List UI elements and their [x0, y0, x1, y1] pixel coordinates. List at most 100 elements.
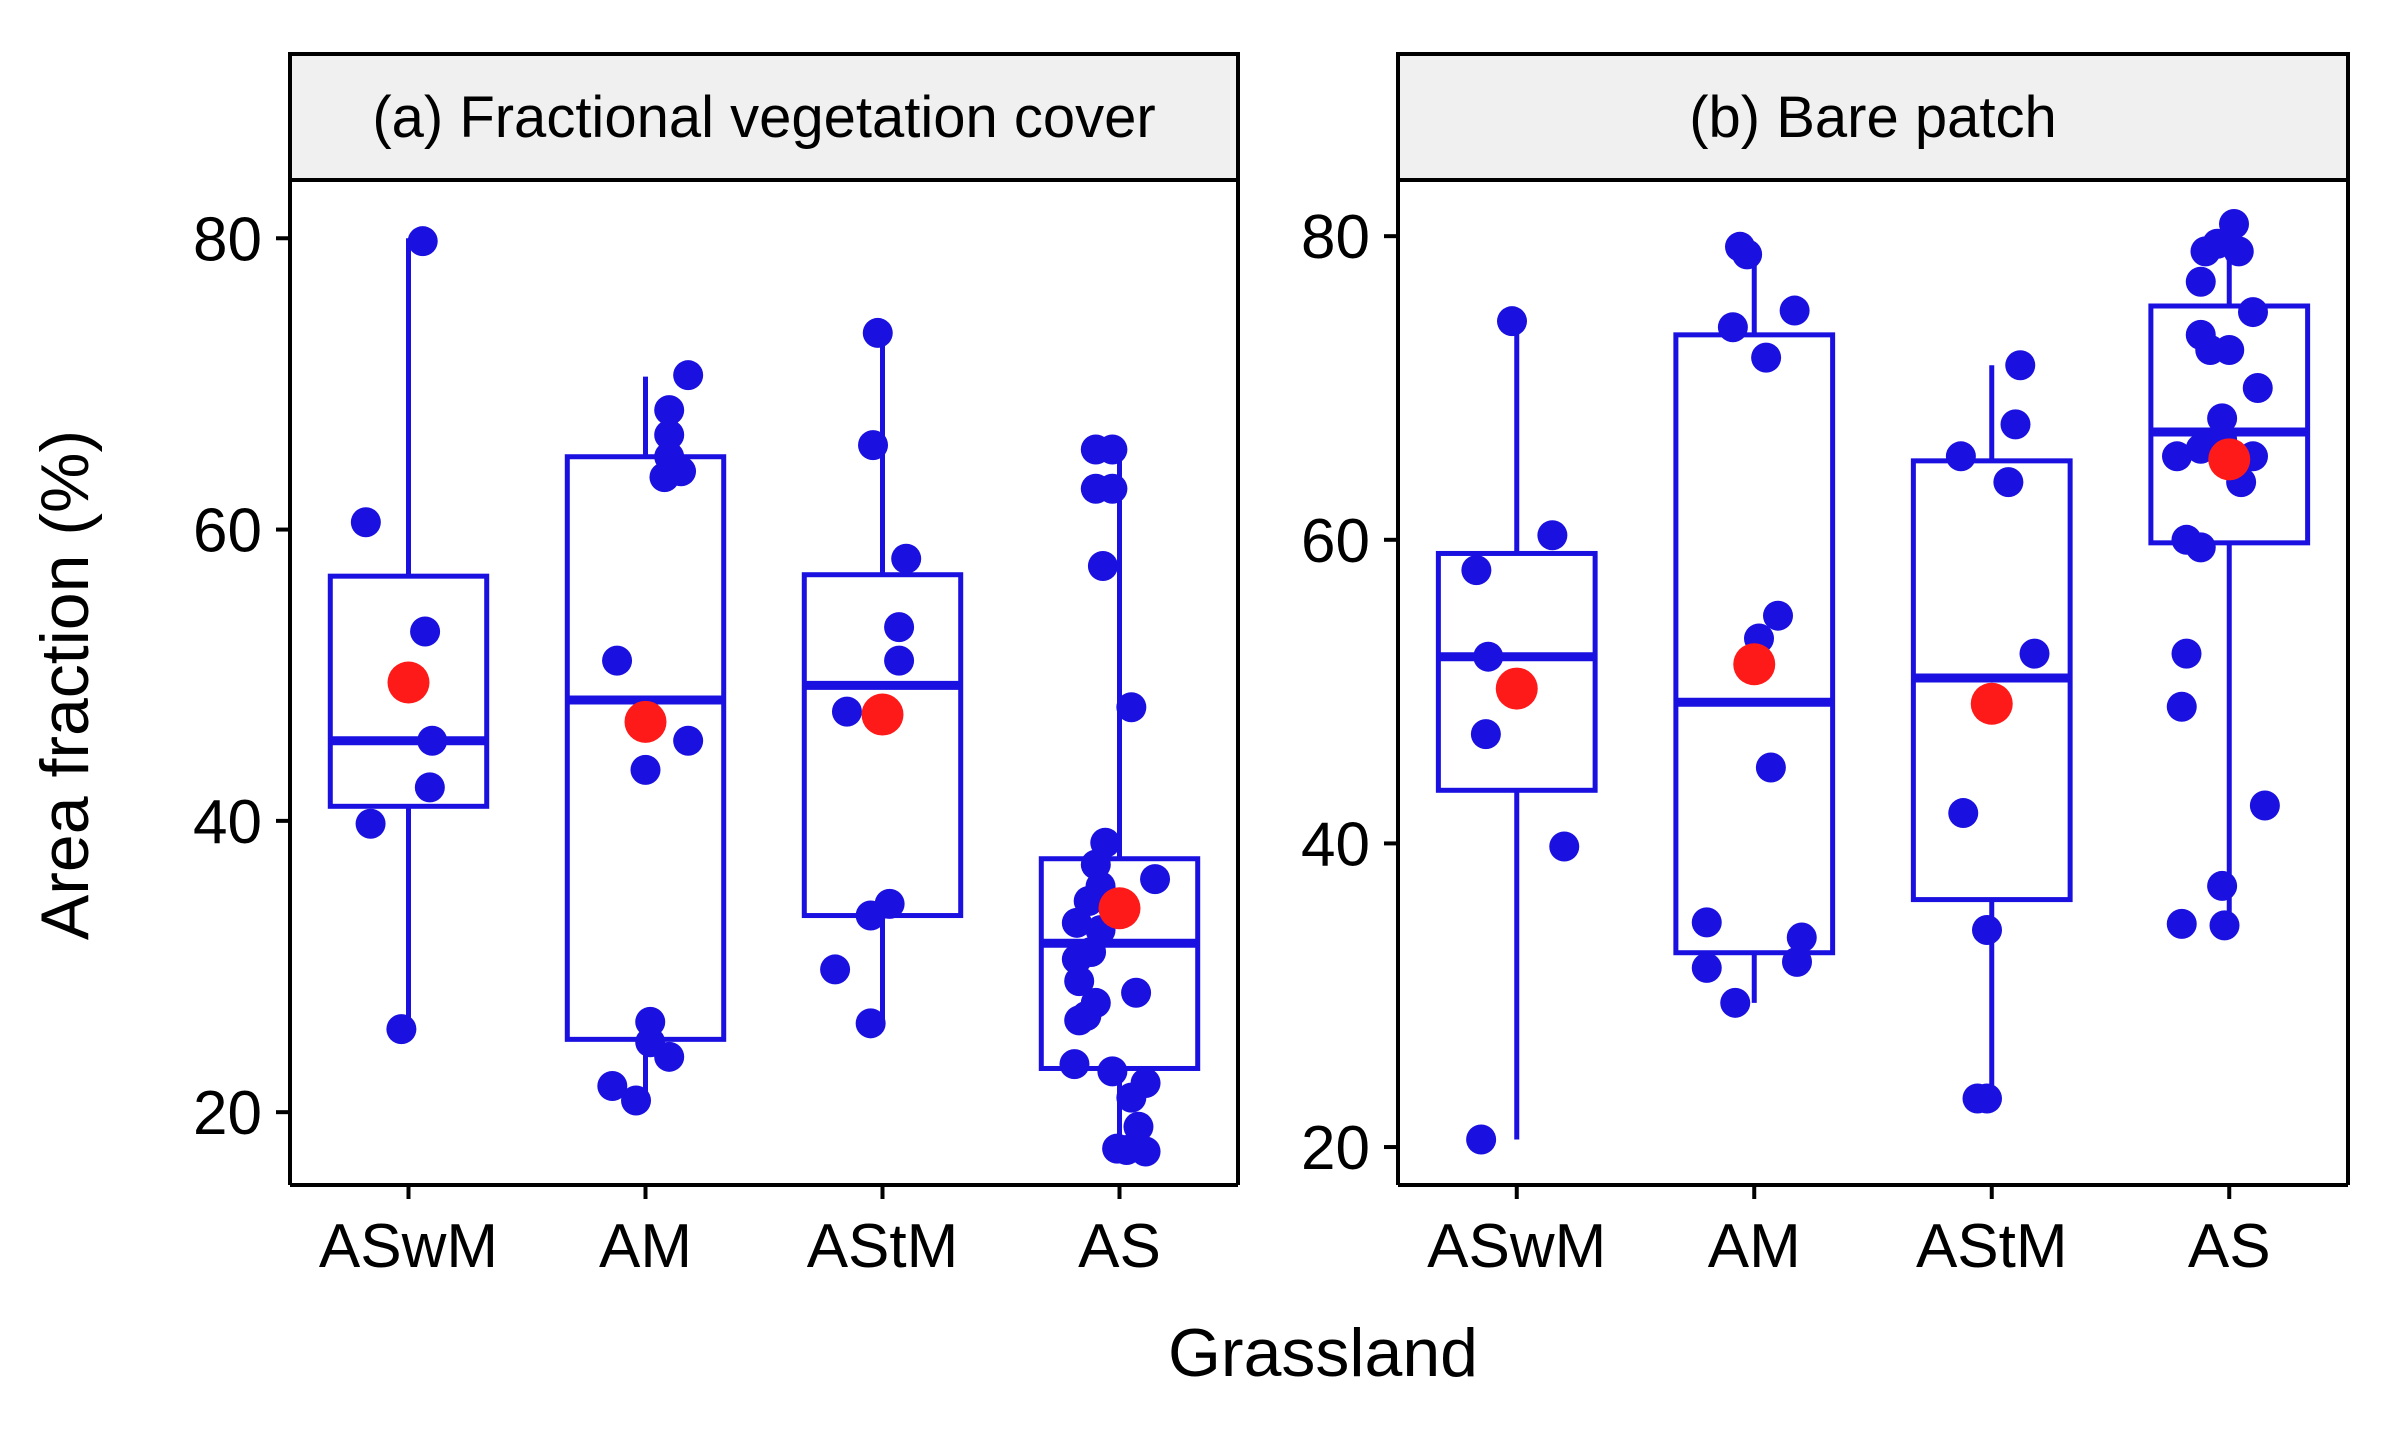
data-point [1763, 600, 1793, 631]
panel-title: (b) Bare patch [1689, 85, 2057, 150]
data-point [1059, 1049, 1090, 1080]
data-point [2214, 335, 2245, 366]
data-point [1993, 467, 2024, 498]
data-point [1786, 922, 1817, 953]
data-point [2019, 638, 2050, 669]
data-point [831, 696, 862, 727]
data-point [407, 226, 438, 257]
mean-point [1098, 887, 1141, 930]
data-point [1537, 520, 1568, 551]
data-point [2166, 691, 2197, 722]
data-point [891, 543, 922, 574]
data-point [1948, 798, 1979, 829]
box-rect [327, 573, 490, 809]
y-tick-label: 40 [193, 788, 262, 857]
data-point [1121, 977, 1152, 1008]
data-point [1549, 831, 1580, 862]
panel-strip [288, 52, 1240, 182]
data-point [858, 430, 889, 461]
data-point [1130, 1136, 1161, 1167]
data-point [1725, 231, 1755, 262]
x-tick-label-astm: AStM [807, 1212, 959, 1281]
data-point [2185, 532, 2216, 563]
data-point [862, 317, 893, 348]
box-as [1038, 434, 1201, 1167]
data-point [1972, 914, 2002, 945]
box-astm [801, 317, 964, 1039]
data-point [1751, 342, 1782, 373]
x-tick-label-as: AS [1078, 1212, 1161, 1281]
box-rect [2148, 303, 2311, 546]
data-point [1782, 946, 1812, 977]
box-aswm [1435, 306, 1598, 1155]
data-point [2000, 409, 2031, 440]
mean-point [387, 661, 430, 704]
panel-strip [1396, 52, 2350, 182]
data-point [654, 419, 685, 450]
data-point [1116, 692, 1147, 723]
y-tick-label: 40 [1301, 810, 1370, 879]
x-tick-label-aswm: ASwM [319, 1212, 498, 1281]
data-point [602, 645, 633, 676]
x-tick-label-as: AS [2188, 1212, 2271, 1281]
data-point [1466, 1124, 1497, 1155]
data-point [654, 1041, 685, 1072]
mean-point [861, 693, 904, 736]
data-point [386, 1014, 417, 1045]
data-point [2166, 908, 2197, 939]
data-point [2162, 441, 2192, 472]
data-point [1717, 312, 1748, 343]
data-point [1123, 1111, 1154, 1142]
data-point [621, 1085, 652, 1116]
data-point [1097, 473, 1128, 504]
data-point [1097, 434, 1128, 465]
x-tick-label-am: AM [599, 1212, 692, 1281]
data-point [1972, 1083, 2002, 1114]
box-aswm [327, 226, 490, 1045]
box-am [564, 360, 727, 1116]
data-point [597, 1070, 628, 1101]
data-point [2171, 638, 2202, 669]
x-tick-label-am: AM [1708, 1212, 1801, 1281]
mean-point [2208, 438, 2251, 481]
data-point [417, 725, 448, 756]
data-point [1779, 295, 1810, 326]
y-tick-label: 20 [193, 1079, 262, 1148]
data-point [1497, 306, 1527, 337]
data-point [2207, 870, 2238, 901]
panel-bare-patch: (b) Bare patch 20 40 60 80 ASwM AM AStM AS [1301, 52, 2350, 1281]
y-tick-label: 80 [1301, 203, 1370, 272]
y-tick-label: 60 [1301, 507, 1370, 576]
data-point [1140, 864, 1171, 895]
y-tick-label: 60 [193, 497, 262, 566]
data-point [874, 888, 905, 919]
y-axis-label: Area fraction (%) [27, 430, 103, 940]
data-point [855, 1008, 886, 1039]
data-point [2223, 236, 2254, 267]
data-point [2242, 372, 2273, 403]
x-tick-label-astm: AStM [1916, 1212, 2068, 1281]
data-point [350, 507, 381, 538]
data-point [654, 395, 685, 426]
data-point [1064, 966, 1095, 997]
box-rect [1673, 332, 1836, 956]
mean-point [1970, 682, 2013, 725]
data-point [673, 725, 704, 756]
mean-point [1733, 643, 1776, 686]
data-point [884, 645, 915, 676]
data-point [1461, 555, 1492, 586]
data-point [2207, 403, 2238, 434]
data-point [2249, 790, 2280, 821]
data-point [666, 456, 697, 487]
data-point [1720, 987, 1751, 1018]
box-am [1673, 231, 1836, 1018]
data-point [1080, 987, 1111, 1018]
y-tick-label: 80 [193, 205, 262, 274]
box-astm [1910, 350, 2073, 1114]
mean-point [1495, 667, 1538, 710]
data-point [2185, 266, 2216, 297]
data-point [410, 616, 441, 647]
y-tick-label: 20 [1301, 1114, 1370, 1183]
data-point [1470, 719, 1501, 750]
